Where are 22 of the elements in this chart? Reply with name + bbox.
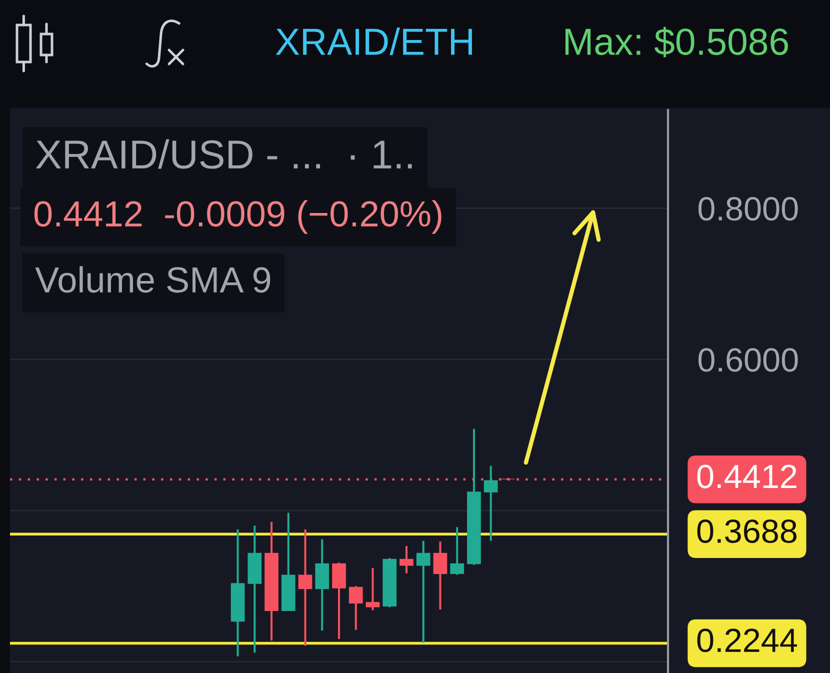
candlestick — [416, 540, 430, 643]
candlestick — [467, 428, 481, 565]
text: XRAID/USD - ... · 1.. — [36, 139, 412, 169]
candlestick — [264, 522, 278, 641]
candlestick — [248, 526, 262, 653]
chart-title: XRAID/ETH — [276, 28, 472, 56]
candlestick — [281, 512, 296, 612]
candlestick — [366, 568, 380, 610]
candlestick — [298, 529, 312, 646]
y-tick-label: 0.8000 — [698, 197, 798, 221]
text: Max: $0.5086 — [565, 26, 788, 58]
ref-line-label: 0.3688 — [697, 519, 797, 544]
candlestick — [450, 527, 464, 575]
candlestick — [332, 562, 346, 639]
ref-line-label: 0.4412 — [697, 464, 796, 488]
candlestick — [315, 539, 330, 631]
candlestick — [348, 586, 363, 630]
y-tick-label: 0.6000 — [698, 348, 798, 372]
annotation: 0.4412 -0.0009 (−0.20%) — [34, 200, 442, 234]
candlestick — [484, 466, 498, 541]
annotation: Volume SMA 9 — [35, 266, 270, 293]
ref-line-label: 0.2244 — [697, 628, 797, 652]
